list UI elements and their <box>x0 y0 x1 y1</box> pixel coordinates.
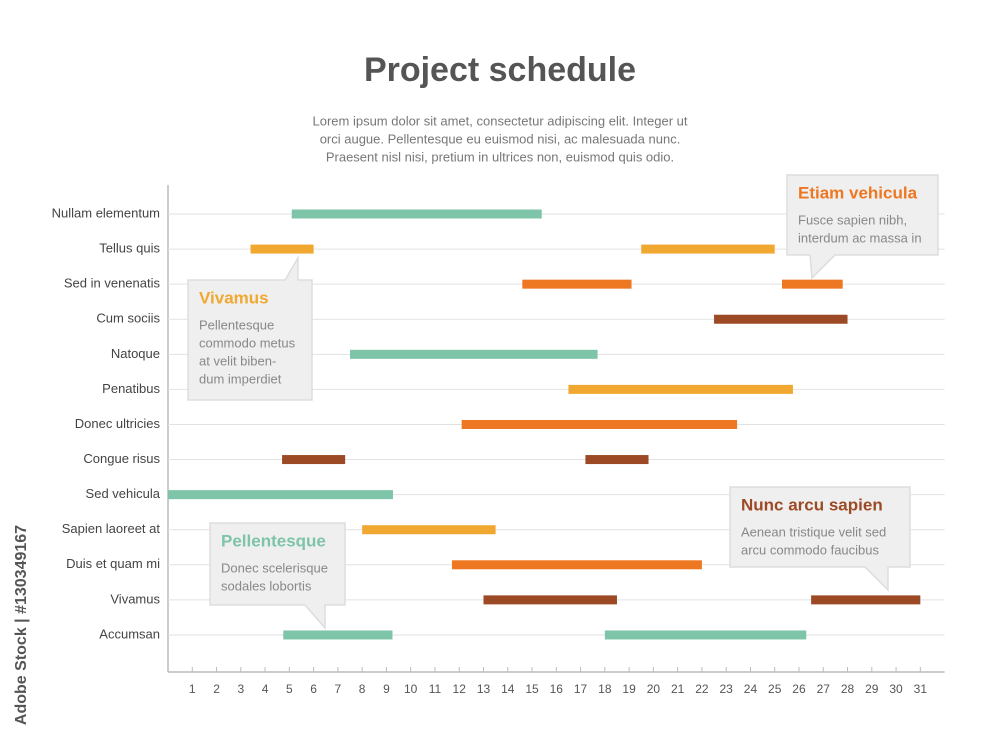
bar <box>362 525 496 535</box>
row-label: Sapien laoreet at <box>62 521 161 536</box>
row-label: Accumsan <box>99 626 160 641</box>
callout-box <box>786 174 939 280</box>
callout-text: Aenean tristique velit sed <box>741 524 886 539</box>
callout-text: at velit biben- <box>199 353 276 368</box>
bar <box>282 455 346 465</box>
x-tick-label: 2 <box>213 682 220 696</box>
x-tick-label: 14 <box>501 682 515 696</box>
x-tick-label: 19 <box>622 682 636 696</box>
x-tick-label: 29 <box>865 682 879 696</box>
callout-box <box>187 255 313 401</box>
bar <box>291 209 542 219</box>
bar <box>168 490 393 500</box>
bar <box>283 630 393 640</box>
subtitle: Praesent nisl nisi, pretium in ultrices … <box>326 149 674 164</box>
bar <box>250 244 314 254</box>
row-label: Cum sociis <box>96 311 160 326</box>
x-tick-label: 27 <box>817 682 831 696</box>
x-tick-label: 16 <box>550 682 564 696</box>
callout-title: Nunc arcu sapien <box>741 495 883 514</box>
x-tick-label: 17 <box>574 682 588 696</box>
row-label: Vivamus <box>110 591 160 606</box>
x-tick-label: 26 <box>792 682 806 696</box>
row-label: Donec ultricies <box>75 416 161 431</box>
bar <box>811 595 921 605</box>
callout-text: Donec scelerisque <box>221 560 328 575</box>
subtitle: orci augue. Pellentesque eu euismod nisi… <box>320 131 681 146</box>
x-tick-label: 18 <box>598 682 612 696</box>
x-tick-label: 21 <box>671 682 685 696</box>
row-label: Congue risus <box>83 451 160 466</box>
callout-text: dum imperdiet <box>199 371 282 386</box>
callout-box <box>729 486 911 592</box>
callout-text: sodales lobortis <box>221 578 312 593</box>
callout-box <box>209 522 346 631</box>
x-tick-label: 23 <box>720 682 734 696</box>
callout-title: Vivamus <box>199 288 269 307</box>
row-label: Nullam elementum <box>52 205 160 220</box>
x-tick-label: 28 <box>841 682 855 696</box>
row-label: Sed in venenatis <box>64 276 161 291</box>
bar <box>585 455 649 465</box>
bar <box>781 279 843 289</box>
x-tick-label: 25 <box>768 682 782 696</box>
x-tick-label: 5 <box>286 682 293 696</box>
x-tick-label: 24 <box>744 682 758 696</box>
x-tick-label: 7 <box>335 682 342 696</box>
callout-text: Pellentesque <box>199 317 274 332</box>
bar <box>451 560 702 570</box>
callout-title: Pellentesque <box>221 531 326 550</box>
bar <box>461 419 738 429</box>
row-label: Penatibus <box>102 381 160 396</box>
bar <box>714 314 848 324</box>
x-tick-label: 9 <box>383 682 390 696</box>
x-tick-label: 4 <box>262 682 269 696</box>
row-label: Natoque <box>111 346 160 361</box>
callout-text: commodo metus <box>199 335 296 350</box>
x-tick-label: 3 <box>237 682 244 696</box>
bar <box>641 244 775 254</box>
bar <box>568 384 793 394</box>
x-tick-label: 11 <box>429 682 442 696</box>
x-tick-label: 6 <box>310 682 317 696</box>
callout-text: Fusce sapien nibh, <box>798 212 907 227</box>
row-label: Tellus quis <box>99 241 160 256</box>
x-tick-label: 13 <box>477 682 491 696</box>
x-tick-label: 12 <box>453 682 467 696</box>
subtitle: Lorem ipsum dolor sit amet, consectetur … <box>312 113 687 128</box>
bar <box>604 630 807 640</box>
callout-text: interdum ac massa in <box>798 230 922 245</box>
bar <box>522 279 632 289</box>
bar <box>483 595 617 605</box>
bar <box>350 349 598 359</box>
x-tick-label: 8 <box>359 682 366 696</box>
credit: Adobe Stock | #130349167 <box>13 525 30 725</box>
row-label: Sed vehicula <box>86 486 161 501</box>
x-tick-label: 31 <box>914 682 928 696</box>
chart-title: Project schedule <box>364 51 636 89</box>
x-tick-label: 20 <box>647 682 661 696</box>
x-tick-label: 30 <box>889 682 903 696</box>
row-label: Duis et quam mi <box>66 556 160 571</box>
callout-title: Etiam vehicula <box>798 183 918 202</box>
x-tick-label: 1 <box>189 682 196 696</box>
x-tick-label: 22 <box>695 682 709 696</box>
callout-text: arcu commodo faucibus <box>741 542 880 557</box>
x-tick-label: 10 <box>404 682 418 696</box>
x-tick-label: 15 <box>525 682 539 696</box>
